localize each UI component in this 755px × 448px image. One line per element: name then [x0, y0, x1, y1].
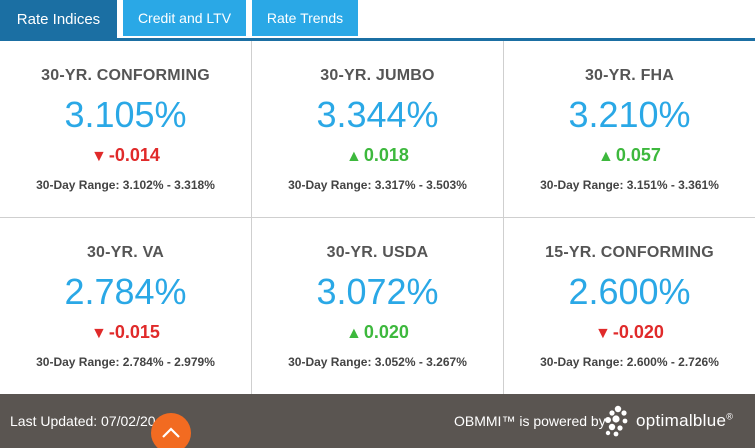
rate-card: 30-YR. VA 2.784% ▼ -0.015 30-Day Range: 2…	[0, 218, 252, 395]
rate-card-value: 3.344%	[316, 94, 439, 135]
rate-card-change: ▼ -0.015	[0, 322, 251, 343]
tab-underline	[0, 38, 755, 41]
scroll-to-top-button[interactable]	[151, 413, 191, 448]
powered-by-text: OBMMI™ is powered by	[454, 413, 606, 429]
rate-card: 15-YR. CONFORMING 2.600% ▼ -0.020 30-Day …	[504, 218, 755, 395]
brand-name: optimalblue®	[636, 411, 733, 431]
chevron-up-icon	[162, 427, 180, 438]
arrow-down-icon: ▼	[91, 325, 107, 342]
rate-card: 30-YR. FHA 3.210% ▲ 0.057 30-Day Range: 3…	[504, 41, 755, 218]
rate-card-range: 30-Day Range: 2.784% - 2.979%	[36, 355, 215, 369]
tab-credit-and-ltv[interactable]: Credit and LTV	[123, 0, 246, 36]
rate-card-value: 2.784%	[64, 271, 187, 312]
brand-name-text: optimalblue	[636, 411, 727, 430]
rate-card-range: 30-Day Range: 3.052% - 3.267%	[288, 355, 467, 369]
rate-card-value: 3.105%	[64, 94, 187, 135]
rate-card-label: 30-YR. USDA	[326, 244, 429, 261]
rate-card-range: 30-Day Range: 3.151% - 3.361%	[540, 178, 719, 192]
arrow-up-icon: ▲	[598, 148, 614, 165]
rate-card-change: ▲ 0.018	[252, 145, 503, 166]
rate-card-value: 3.072%	[316, 271, 439, 312]
rate-card-change-value: -0.015	[108, 322, 160, 342]
rate-card-change-value: 0.018	[363, 145, 409, 165]
rate-card-change-value: -0.020	[612, 322, 664, 342]
rate-card-change-value: 0.020	[363, 322, 409, 342]
rate-card-change: ▲ 0.057	[504, 145, 755, 166]
rate-card-label: 30-YR. CONFORMING	[41, 67, 210, 84]
rate-card-label: 30-YR. VA	[86, 244, 165, 261]
rate-card-label: 30-YR. FHA	[584, 67, 675, 84]
rate-card-range: 30-Day Range: 3.102% - 3.318%	[36, 178, 215, 192]
optimalblue-logo-icon	[605, 405, 628, 437]
rate-card-value: 2.600%	[568, 271, 691, 312]
brand-registered-mark: ®	[726, 411, 734, 422]
tab-rate-indices[interactable]: Rate Indices	[0, 0, 117, 38]
tab-bar: Rate Indices Credit and LTV Rate Trends	[0, 0, 755, 41]
footer: Last Updated: 07/02/20 OBMMI™ is powered…	[0, 394, 755, 448]
arrow-down-icon: ▼	[595, 325, 611, 342]
last-updated: Last Updated: 07/02/20	[10, 413, 156, 429]
rate-indices-grid: 30-YR. CONFORMING 3.105% ▼ -0.014 30-Day …	[0, 41, 755, 395]
arrow-up-icon: ▲	[346, 325, 362, 342]
arrow-down-icon: ▼	[91, 148, 107, 165]
rate-card-label: 30-YR. JUMBO	[320, 67, 435, 84]
rate-card: 30-YR. CONFORMING 3.105% ▼ -0.014 30-Day …	[0, 41, 252, 218]
rate-card-change-value: 0.057	[615, 145, 661, 165]
rate-card-change: ▼ -0.020	[504, 322, 755, 343]
rate-card-change-value: -0.014	[108, 145, 160, 165]
rate-card-change: ▲ 0.020	[252, 322, 503, 343]
rate-card-label: 15-YR. CONFORMING	[545, 244, 714, 261]
arrow-up-icon: ▲	[346, 148, 362, 165]
rate-card-change: ▼ -0.014	[0, 145, 251, 166]
rate-card-range: 30-Day Range: 3.317% - 3.503%	[288, 178, 467, 192]
rate-card: 30-YR. USDA 3.072% ▲ 0.020 30-Day Range: …	[252, 218, 504, 395]
rate-card-range: 30-Day Range: 2.600% - 2.726%	[540, 355, 719, 369]
tab-rate-trends[interactable]: Rate Trends	[252, 0, 358, 36]
rate-card-value: 3.210%	[568, 94, 691, 135]
rate-card: 30-YR. JUMBO 3.344% ▲ 0.018 30-Day Range:…	[252, 41, 504, 218]
